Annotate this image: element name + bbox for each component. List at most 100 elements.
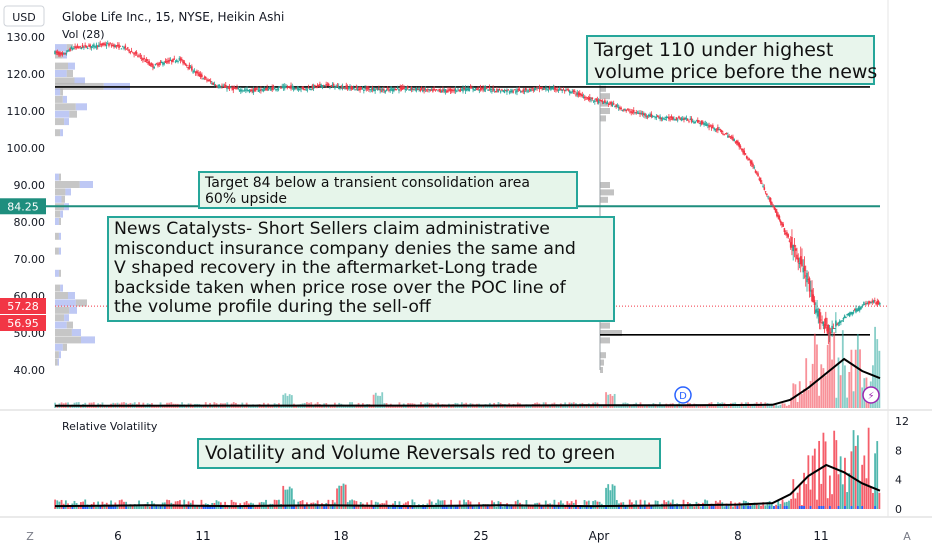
candle-body: [66, 50, 69, 52]
volume-indicator-label: Vol (28): [62, 28, 105, 41]
volume-bar: [828, 327, 831, 408]
candle-body: [423, 87, 425, 91]
volatility-base-mark: [618, 506, 620, 509]
candle-body: [818, 308, 821, 323]
volatility-base-mark: [553, 506, 556, 509]
candle-body: [749, 160, 752, 164]
volatility-bar: [678, 504, 681, 509]
volume-bar: [646, 405, 648, 408]
volume-profile-bar-session: [600, 322, 610, 329]
volatility-base-mark: [828, 506, 831, 509]
candle-body: [557, 89, 560, 91]
volume-bar: [777, 405, 780, 408]
volume-profile-bar: [55, 62, 68, 70]
volatility-bar: [809, 489, 812, 509]
candle-body: [562, 89, 565, 91]
candle-body: [823, 323, 826, 330]
candle-body: [443, 89, 445, 91]
volume-bar: [848, 371, 851, 408]
volatility-bar: [874, 453, 876, 509]
volatility-base-mark: [712, 506, 715, 509]
candle-body: [668, 116, 670, 120]
candle-body: [218, 84, 221, 88]
candle-body: [556, 89, 558, 91]
candle-body: [742, 149, 744, 153]
candle-body: [409, 89, 412, 91]
candle-body: [115, 45, 118, 47]
volume-bar: [768, 403, 771, 408]
candle-body: [835, 320, 837, 327]
volatility-bar: [295, 506, 298, 509]
candle-body: [482, 87, 484, 90]
volatility-base-mark: [450, 506, 452, 509]
candle-body: [260, 89, 262, 91]
annotation-line: Volatility and Volume Reversals red to g…: [205, 443, 616, 464]
candle-body: [70, 47, 73, 49]
candle-body: [418, 88, 420, 90]
candle-body: [850, 311, 852, 314]
volatility-bar: [766, 502, 769, 509]
candle-body: [679, 118, 682, 120]
candle-body: [629, 111, 631, 113]
volatility-bar: [116, 504, 119, 509]
candle-body: [517, 89, 520, 91]
candle-body: [400, 87, 403, 90]
candle-body: [243, 89, 246, 91]
candle-body: [636, 112, 639, 114]
volume-bar: [773, 404, 775, 408]
volatility-bar: [194, 506, 196, 509]
volatility-base-mark: [125, 506, 128, 509]
candle-body: [350, 86, 353, 90]
price-tag: [0, 298, 46, 314]
volatility-base-mark: [187, 506, 190, 509]
candle-body: [437, 90, 439, 92]
candle-body: [627, 109, 630, 111]
candle-body: [346, 87, 349, 90]
volume-bar: [527, 405, 530, 408]
candle-body: [413, 88, 415, 90]
candle-body: [523, 91, 526, 93]
price-axis-label: 70.00: [14, 253, 46, 266]
earnings-marker-label: ⚡: [867, 391, 874, 402]
candle-body: [768, 198, 771, 200]
volume-profile-bar-session: [600, 337, 610, 344]
candle-body: [201, 74, 203, 77]
volatility-bar: [237, 506, 239, 509]
volume-bar: [557, 405, 560, 408]
volume-profile-bar-session: [600, 189, 614, 196]
auto-scale-button[interactable]: A: [903, 530, 911, 543]
candle-body: [654, 116, 656, 118]
volume-bar: [103, 405, 106, 408]
candle-body: [537, 87, 540, 89]
candle-body: [653, 115, 655, 117]
candle-body: [491, 90, 493, 92]
volume-bar: [271, 405, 274, 408]
volume-bar: [697, 405, 700, 408]
candle-body: [870, 301, 872, 303]
candle-body: [460, 89, 463, 91]
currency-label[interactable]: USD: [12, 11, 36, 24]
candle-body: [263, 87, 266, 90]
volatility-bar: [396, 505, 399, 509]
timezone-button[interactable]: Z: [26, 530, 34, 543]
volatility-bar: [133, 504, 136, 509]
volume-profile-bar: [60, 129, 63, 137]
candle-body: [142, 58, 144, 61]
volume-bar: [607, 394, 610, 408]
candle-body: [572, 90, 575, 92]
currency-button[interactable]: [3, 5, 45, 27]
volatility-bar: [587, 500, 590, 509]
earnings-marker[interactable]: [862, 386, 880, 404]
candle-body: [840, 321, 842, 323]
candle-body: [459, 89, 462, 91]
candle-body: [658, 117, 660, 119]
volume-profile-bar-session: [600, 352, 606, 359]
candle-body: [494, 91, 497, 93]
volatility-bar: [863, 455, 866, 509]
candle-body: [296, 88, 299, 90]
candle-body: [648, 114, 650, 117]
candle-body: [786, 232, 788, 236]
candle-body: [861, 305, 864, 307]
candle-body: [448, 89, 451, 91]
dividend-marker[interactable]: [674, 386, 692, 404]
